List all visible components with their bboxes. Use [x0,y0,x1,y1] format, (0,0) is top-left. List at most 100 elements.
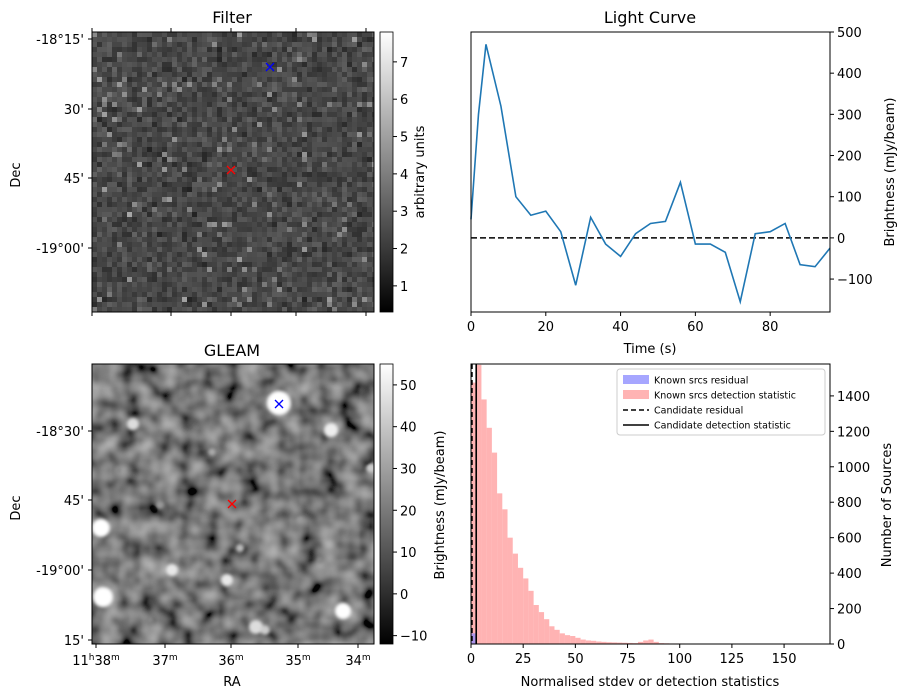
hist-ytick-label: 200 [837,603,862,618]
gleam-source [324,423,338,437]
gleam-source [249,620,263,634]
filter-yticks: -18°15' 30' 45' -19°00' [36,33,92,257]
gleam-ytick-label: 45' [64,494,84,509]
filter-colorbar [379,31,394,313]
hist-bar [637,641,644,644]
filter-colorbar-ticks: 1 2 3 4 5 6 7 [393,56,408,295]
gleam-source [267,391,291,415]
filter-cb-label: 2 [400,243,408,258]
hist-bar [523,578,529,644]
gleam-ytick-label: -19°00' [36,564,84,579]
gleam-title: GLEAM [204,341,260,360]
filter-ytick-label: 45' [64,172,84,187]
hist-ytick-label: 0 [837,638,845,653]
gleam-yticks: -18°30' 45' -19°00' 15' [36,425,92,649]
hist-bar [497,493,503,644]
legend-entry: Known srcs detection statistic [623,390,796,402]
hist-legend: Known srcs residual Known srcs detection … [616,368,826,436]
tick-mid: 36 [218,654,235,669]
gleam-cb-label: 40 [400,421,417,436]
gleam-xtick-label: 36m [218,653,243,669]
gleam-colorbar-ticks: −10 0 10 20 30 40 50 [393,379,427,645]
light-curve-panel: Light Curve 0 20 40 60 80 −100 0 100 200 300 400 5… [467,8,898,357]
tick-sup: m [362,653,371,663]
gleam-source [335,603,351,619]
filter-cb-label: 4 [400,168,408,183]
filter-frame [91,31,375,313]
gleam-source [208,448,216,456]
filter-ytick-label: -19°00' [36,242,84,257]
gleam-cb-label: 30 [400,462,417,477]
tick-mid: 37 [152,654,169,669]
hist-bar [559,633,565,644]
gleam-cb-label: 0 [400,588,408,603]
gleam-cb-label: −10 [400,630,427,645]
hist-bar [533,605,539,644]
lc-ytick-label: 100 [837,191,862,206]
gleam-xtick-label: 11h38m [72,653,120,669]
tick-sup: h [89,653,95,663]
hist-bar [580,639,586,644]
hist-xtick-label: 100 [667,652,692,667]
hist-bar [617,642,623,644]
hist-bar [538,612,545,644]
hist-bar [544,619,550,644]
gleam-source [236,544,244,552]
hist-bar [471,633,477,644]
filter-panel: Filter Dec -18°15'30'45'-19°00' 1234567 … [9,8,428,316]
lc-xtick-label: 80 [762,320,779,335]
gleam-frame [91,363,375,645]
lc-series-line [470,44,831,305]
hist-bar [528,590,534,644]
lc-ytick-label: 400 [837,67,862,82]
lc-title: Light Curve [604,8,696,27]
hist-bar [611,642,618,644]
hist-xticks: 0 25 50 75 100 125 150 [467,644,796,667]
legend-patch [623,375,649,384]
hist-bar [512,553,518,644]
gleam-xlabel: RA [223,675,241,690]
lc-ytick-label: −100 [837,273,873,288]
tick-sup: m [235,653,244,663]
hist-frame [470,363,831,645]
hist-bar [601,641,607,644]
lc-yticks: −100 0 100 200 300 400 500 [830,26,873,288]
hist-yticks: 0 200 400 600 800 1000 1200 1400 [830,390,870,653]
hist-bar [476,364,482,644]
legend-label: Known srcs detection statistic [654,391,796,402]
lc-ytick-label: 300 [837,108,862,123]
hist-ytick-label: 1400 [837,390,870,405]
gleam-markers [227,399,284,509]
hist-bar [507,537,513,644]
legend-label: Candidate residual [654,406,743,417]
legend-entry: Candidate detection statistic [623,421,791,432]
gleam-source [366,463,374,473]
gleam-cb-label: 20 [400,504,417,519]
hist-bar [471,382,477,644]
filter-title: Filter [212,8,252,27]
filter-marker-red [226,165,236,175]
gleam-source [166,564,178,576]
hist-xlabel: Normalised stdev or detection statistics [521,675,780,690]
gleam-source [92,519,110,537]
hist-xtick-label: 75 [619,652,636,667]
hist-bar [585,640,592,644]
hist-bar [564,635,571,644]
hist-xtick-label: 25 [515,652,532,667]
hist-bar [502,509,508,644]
gleam-ytick-label: -18°30' [36,425,84,440]
filter-marker-blue [265,62,275,72]
legend-entry: Known srcs residual [623,375,748,387]
gleam-sources [92,391,374,635]
hist-bar [486,427,492,644]
gleam-source [317,557,323,563]
tick-mid: 34 [345,654,362,669]
legend-box [616,368,826,436]
hist-xtick-label: 50 [567,652,584,667]
gleam-marker-blue [274,399,284,409]
gleam-source [221,574,233,586]
hist-bar [570,636,576,644]
filter-cb-label: 5 [400,131,408,146]
filter-cb-label: 6 [400,93,408,108]
